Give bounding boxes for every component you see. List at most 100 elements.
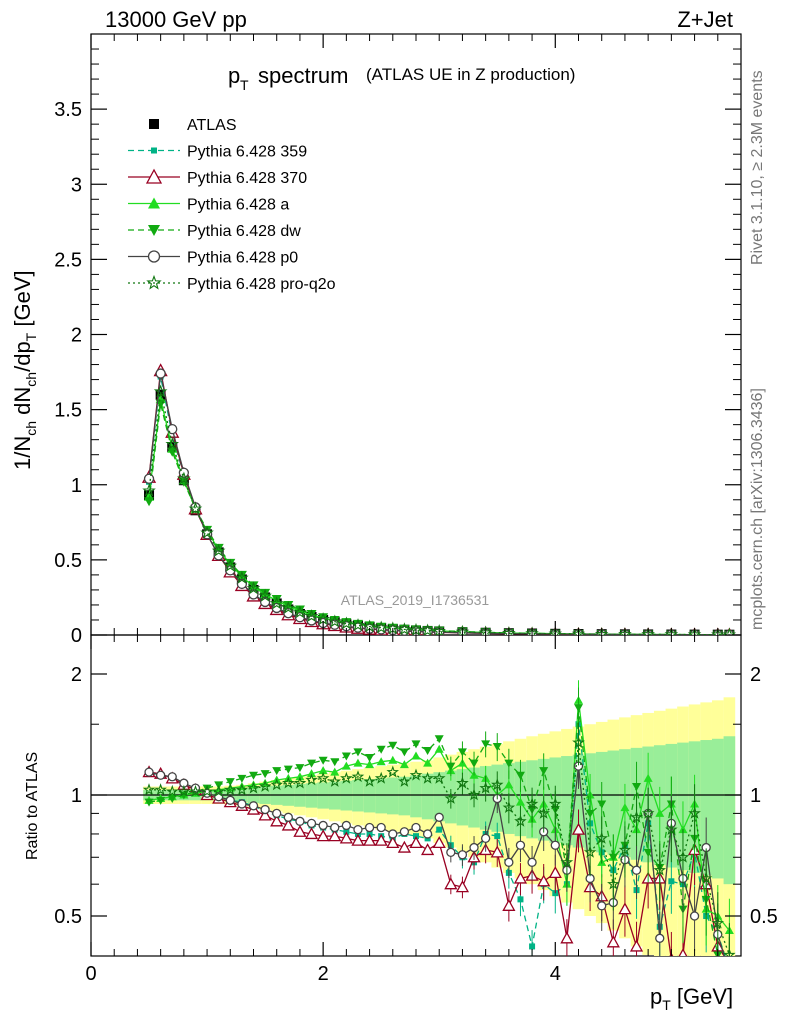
ratio-point bbox=[434, 812, 444, 822]
ratio-point bbox=[469, 759, 479, 768]
data-point bbox=[327, 614, 342, 628]
ratio-point bbox=[446, 847, 456, 857]
ratio-point bbox=[189, 784, 202, 797]
data-point bbox=[571, 626, 586, 635]
ratio-point bbox=[374, 771, 388, 784]
ratio-point bbox=[517, 896, 524, 903]
ratio-point bbox=[432, 836, 446, 849]
data-point bbox=[258, 588, 272, 602]
data-point bbox=[294, 605, 305, 615]
ratio-point bbox=[423, 758, 433, 767]
ratio-point bbox=[655, 933, 665, 943]
ratio-point bbox=[353, 758, 363, 767]
data-point bbox=[525, 626, 539, 635]
ratio-point bbox=[539, 767, 549, 776]
ratio-point bbox=[283, 812, 293, 822]
ratio-point bbox=[643, 848, 653, 857]
ratio-point bbox=[388, 829, 398, 839]
ratio-point bbox=[502, 898, 516, 911]
ratio-point bbox=[490, 778, 504, 791]
legend-entry: Pythia 6.428 370 bbox=[128, 168, 307, 187]
band-stat bbox=[723, 736, 736, 885]
ratio-point bbox=[422, 829, 433, 839]
svg-text:pT [GeV]: pT [GeV] bbox=[650, 984, 733, 1013]
ratio-point bbox=[560, 931, 574, 944]
ratio-point bbox=[376, 745, 386, 754]
ratio-point bbox=[293, 776, 307, 789]
rivet-label: Rivet 3.1.10, ≥ 2.3M events bbox=[749, 70, 766, 265]
ratio-point bbox=[726, 966, 732, 972]
ratio-point bbox=[237, 799, 247, 809]
ratio-series-pythia-6-428-pro-q2o bbox=[142, 722, 736, 956]
data-point bbox=[167, 447, 178, 457]
ratio-y-tick-label: 1 bbox=[71, 785, 82, 807]
ratio-point bbox=[490, 845, 504, 858]
ratio-point bbox=[399, 748, 409, 757]
ratio-point bbox=[409, 836, 423, 849]
ratio-point bbox=[618, 843, 632, 856]
legend-marker bbox=[148, 197, 160, 209]
band-stat bbox=[711, 738, 724, 879]
ratio-point bbox=[142, 783, 156, 796]
ratio-point bbox=[655, 808, 665, 817]
legend-entry: Pythia 6.428 pro-q2o bbox=[128, 274, 336, 293]
ratio-point bbox=[328, 774, 342, 787]
ratio-point bbox=[341, 820, 352, 831]
ratio-point bbox=[165, 784, 179, 797]
band-stat bbox=[386, 777, 399, 815]
band-stat bbox=[572, 754, 585, 848]
ratio-point bbox=[304, 827, 319, 840]
ratio-point bbox=[595, 831, 609, 844]
ratio-point bbox=[446, 762, 456, 771]
ratio-point bbox=[574, 704, 583, 713]
ratio-point bbox=[374, 833, 388, 846]
ratio-point bbox=[632, 782, 642, 791]
ratio-point bbox=[316, 771, 330, 784]
band-stat bbox=[363, 779, 376, 813]
ratio-point bbox=[167, 772, 177, 782]
ratio-y-tick-label-right: 0.5 bbox=[750, 906, 778, 928]
ratio-point bbox=[318, 766, 328, 775]
data-point bbox=[722, 627, 737, 635]
ratio-point bbox=[318, 756, 328, 765]
ratio-point bbox=[307, 759, 317, 768]
ratio-point bbox=[480, 833, 491, 844]
legend-label: Pythia 6.428 dw bbox=[187, 223, 301, 240]
legend-marker bbox=[147, 250, 161, 263]
legend-label: Pythia 6.428 a bbox=[187, 197, 289, 214]
ratio-point bbox=[725, 965, 734, 973]
main-series-layer bbox=[141, 363, 737, 635]
data-point bbox=[283, 600, 294, 610]
ratio-point bbox=[249, 771, 258, 780]
ratio-point bbox=[504, 780, 514, 789]
y-tick-label: 2.5 bbox=[54, 249, 82, 271]
ratio-point bbox=[560, 855, 574, 868]
y-tick-label: 1.5 bbox=[54, 400, 82, 422]
y-tick-label: 0 bbox=[71, 625, 82, 647]
ratio-point bbox=[363, 774, 376, 787]
ratio-point bbox=[351, 770, 365, 783]
ratio-point bbox=[281, 818, 295, 831]
ratio-point bbox=[515, 840, 526, 850]
ratio-point bbox=[537, 874, 551, 887]
legend-label: Pythia 6.428 370 bbox=[187, 170, 307, 187]
ratio-point bbox=[548, 866, 562, 879]
ratio-point bbox=[386, 836, 400, 849]
ratio-point bbox=[362, 833, 377, 846]
ratio-point bbox=[365, 760, 375, 769]
ratio-point bbox=[341, 752, 351, 761]
ratio-point bbox=[504, 759, 514, 768]
ratio-y-tick-label-right: 2 bbox=[750, 664, 761, 686]
ratio-point bbox=[330, 758, 340, 767]
ratio-point bbox=[434, 735, 444, 744]
ratio-point bbox=[330, 767, 340, 776]
legend-label: Pythia 6.428 359 bbox=[187, 144, 307, 161]
band-stat bbox=[352, 779, 364, 812]
ratio-point bbox=[629, 939, 644, 952]
data-point bbox=[155, 368, 166, 379]
legend-entry: Pythia 6.428 p0 bbox=[128, 250, 298, 267]
ratio-point bbox=[328, 829, 342, 842]
data-point bbox=[177, 471, 191, 485]
ratio-point bbox=[529, 943, 536, 950]
